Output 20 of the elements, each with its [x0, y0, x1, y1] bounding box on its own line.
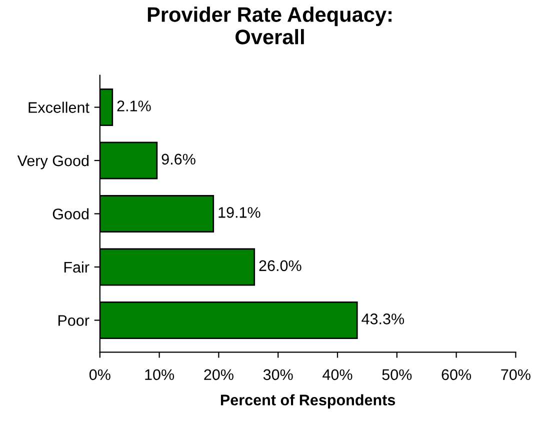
y-tick-label: Poor [58, 315, 90, 326]
data-label: 9.6% [162, 154, 196, 165]
data-label: 43.3% [362, 314, 404, 324]
x-tick-label: 0% [89, 369, 110, 380]
x-tick-label: 60% [442, 369, 472, 380]
y-tick-label: Very Good [17, 154, 89, 170]
data-label: 19.1% [218, 207, 260, 218]
x-tick-label: 10% [145, 369, 174, 380]
x-axis-title: Percent of Respondents [220, 394, 396, 408]
x-tick-label: 50% [382, 369, 412, 380]
chart-title: Provider Rate Adequacy: Overall [148, 6, 392, 44]
x-tick-label: 30% [263, 369, 293, 380]
x-tick-label: 40% [322, 369, 352, 380]
y-tick-label: Fair [64, 261, 90, 273]
data-label: 26.0% [259, 260, 302, 272]
y-tick-label: Good [52, 208, 88, 220]
x-tick-label: 70% [501, 369, 530, 380]
data-label: 2.1% [117, 100, 151, 112]
y-tick-label: Excellent [28, 102, 90, 113]
x-tick-label: 20% [204, 369, 234, 380]
